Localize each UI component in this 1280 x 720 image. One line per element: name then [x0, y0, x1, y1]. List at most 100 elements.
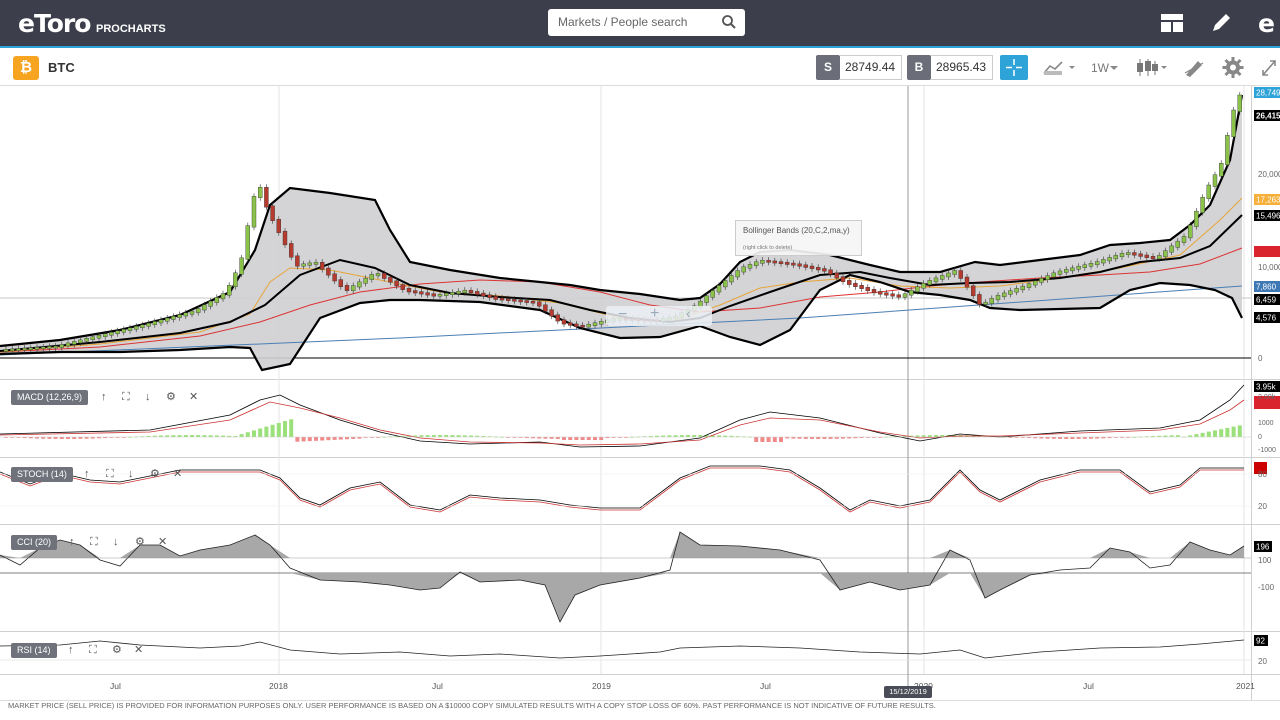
etoro-mini-logo[interactable]: e: [1258, 9, 1275, 38]
macd-histogram-bar: [543, 437, 548, 439]
cci-move-up-icon[interactable]: ↑: [69, 536, 75, 548]
candle-body: [127, 327, 133, 331]
layout-icon[interactable]: [1160, 11, 1184, 35]
candle-body: [289, 243, 294, 258]
sell-tag[interactable]: S: [816, 55, 840, 80]
macd-histogram-bar: [1014, 437, 1019, 438]
macd-histogram-bar: [357, 437, 362, 439]
stoch-move-down-icon[interactable]: ↓: [128, 468, 134, 480]
zoom-out-button[interactable]: −: [618, 306, 628, 323]
cci-label-2: -100: [1258, 583, 1275, 592]
search-icon[interactable]: [721, 14, 737, 30]
stoch-move-up-icon[interactable]: ↑: [84, 468, 90, 480]
candle-body: [450, 292, 455, 295]
zoom-in-button[interactable]: +: [650, 305, 660, 322]
macd-move-up-icon[interactable]: ↑: [101, 391, 107, 403]
candle-body: [909, 289, 914, 296]
cci-settings-icon[interactable]: ⚙: [135, 536, 145, 548]
drawing-tools-icon[interactable]: [1184, 55, 1204, 80]
cci-label[interactable]: CCI (20): [11, 535, 58, 550]
cci-label-0: 196: [1256, 543, 1270, 552]
buy-price[interactable]: 28965.43: [931, 55, 993, 80]
candle-body: [59, 344, 64, 348]
candle-body: [307, 262, 312, 266]
search-input[interactable]: Markets / People search: [558, 15, 688, 29]
macd-histogram-bar: [704, 435, 709, 437]
macd-histogram-bar: [1219, 429, 1224, 437]
macd-settings-icon[interactable]: ⚙: [166, 391, 176, 403]
tooltip-title: Bollinger Bands (20,C,2,ma,y): [743, 226, 850, 235]
stoch-label-0: 80: [1258, 470, 1267, 479]
candle-body: [518, 299, 523, 303]
trend-line: [0, 285, 1243, 356]
macd-histogram-bar: [872, 437, 876, 438]
macd-histogram-bar: [1039, 437, 1044, 439]
macd-label-3: 0: [1258, 434, 1262, 441]
macd-histogram-bar: [593, 437, 597, 440]
rsi-settings-icon[interactable]: ⚙: [112, 644, 122, 656]
cci-close-icon[interactable]: ✕: [158, 536, 168, 548]
macd-move-down-icon[interactable]: ↓: [145, 391, 151, 403]
chart-type-icon[interactable]: [1042, 55, 1078, 80]
rsi-label[interactable]: RSI (14): [11, 643, 57, 658]
macd-histogram-bar: [289, 419, 294, 437]
macd-histogram-bar: [407, 435, 411, 437]
macd-histogram-bar: [667, 435, 672, 437]
candle-body: [983, 301, 988, 305]
macd-tag-bg: [1254, 381, 1280, 392]
macd-close-icon[interactable]: ✕: [189, 391, 199, 403]
search-box[interactable]: Markets / People search: [548, 9, 745, 36]
macd-signal-line: [0, 399, 1245, 446]
gear-icon[interactable]: [1222, 55, 1244, 80]
price-chart[interactable]: 28,749 26,415 20,000 17,263 15,496 10,00…: [0, 86, 1280, 702]
sell-price[interactable]: 28749.44: [840, 55, 902, 80]
chevron-down-icon[interactable]: [1108, 55, 1120, 80]
candle-body: [456, 291, 461, 294]
etoro-logo[interactable]: eToro: [18, 9, 91, 38]
cci-move-down-icon[interactable]: ↓: [113, 536, 119, 548]
candle-body: [164, 317, 170, 322]
candle-body: [1051, 272, 1057, 278]
macd-histogram-bar: [617, 437, 622, 438]
candle-body: [977, 294, 982, 305]
candlestick-icon[interactable]: [1134, 55, 1170, 80]
macd-histogram-bar: [661, 435, 666, 437]
timeframe-selector[interactable]: 1W: [1091, 61, 1109, 75]
macd-histogram-bar: [574, 437, 579, 440]
chart-area[interactable]: 28,749 26,415 20,000 17,263 15,496 10,00…: [0, 86, 1280, 702]
candle-body: [437, 294, 443, 297]
macd-histogram-bar: [717, 435, 721, 437]
macd-histogram-bar: [927, 435, 932, 437]
fullscreen-icon[interactable]: [1260, 55, 1278, 80]
macd-histogram-bar: [921, 435, 926, 437]
stoch-settings-icon[interactable]: ⚙: [150, 468, 160, 480]
price-label-9: 0: [1258, 354, 1263, 363]
edit-pencil-icon[interactable]: [1209, 11, 1233, 35]
macd-histogram-bar: [655, 435, 659, 437]
macd-label[interactable]: MACD (12,26,9): [11, 390, 89, 405]
stoch-maximize-icon[interactable]: ⛶: [106, 468, 114, 480]
macd-maximize-icon[interactable]: ⛶: [122, 391, 130, 403]
macd-histogram-bar: [865, 437, 870, 438]
cci-maximize-icon[interactable]: ⛶: [90, 536, 98, 548]
reset-zoom-icon[interactable]: ‹: [686, 305, 691, 321]
candle-body: [1175, 240, 1181, 248]
macd-histogram-bar: [202, 435, 207, 437]
candle-body: [599, 321, 604, 325]
stoch-close-icon[interactable]: ✕: [173, 468, 183, 480]
stoch-label[interactable]: STOCH (14): [11, 467, 73, 482]
candle-body: [723, 280, 728, 288]
candle-body: [431, 293, 436, 297]
rsi-maximize-icon[interactable]: ⛶: [89, 644, 97, 656]
macd-histogram-bar: [78, 437, 83, 439]
buy-tag[interactable]: B: [907, 55, 931, 80]
candle-body: [524, 300, 529, 303]
candle-body: [47, 346, 52, 349]
macd-histogram-bar: [475, 435, 480, 437]
rsi-close-icon[interactable]: ✕: [134, 644, 144, 656]
macd-histogram-bar: [1163, 435, 1168, 437]
candle-body: [171, 316, 176, 320]
crosshair-button[interactable]: [1000, 55, 1028, 80]
macd-histogram-bar: [276, 422, 281, 437]
rsi-move-up-icon[interactable]: ↑: [68, 644, 74, 656]
